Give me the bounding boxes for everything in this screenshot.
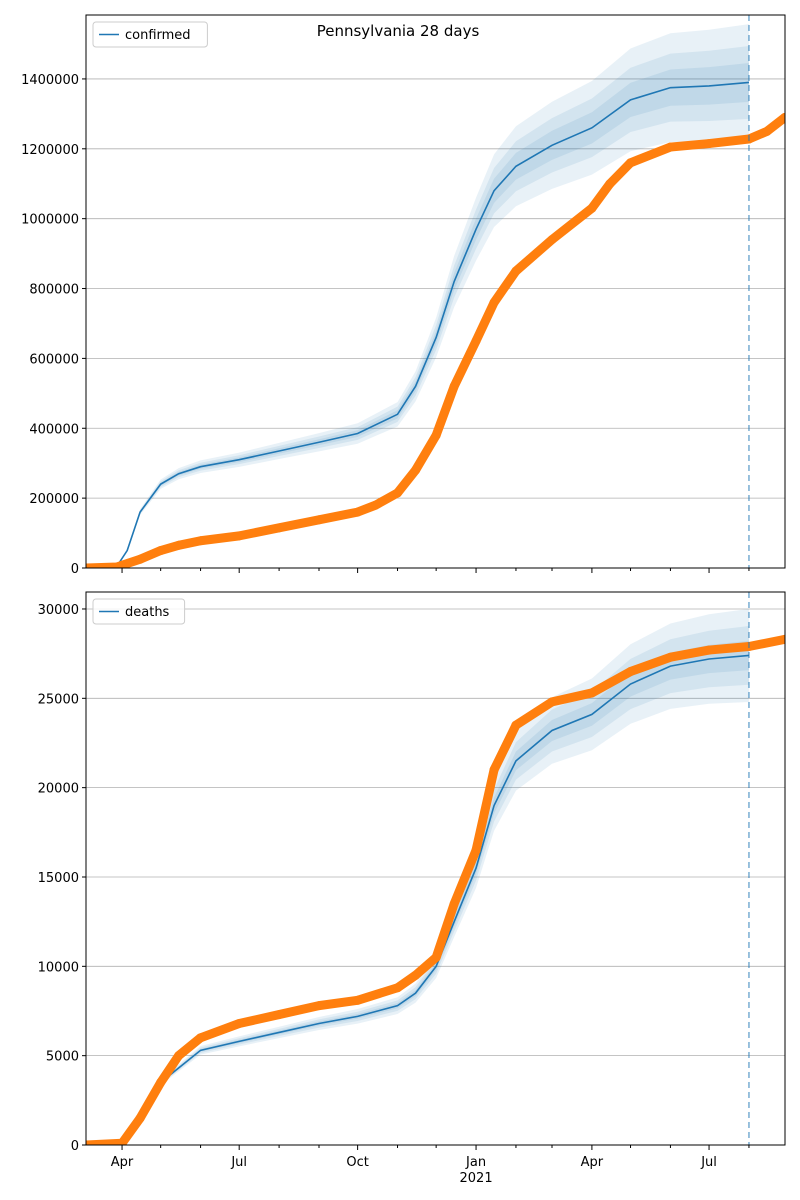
observed-point [587, 688, 597, 698]
observed-point [393, 983, 403, 993]
y-tick-label: 1000000 [21, 213, 79, 228]
observed-point [174, 1051, 184, 1061]
observed-point [117, 560, 127, 568]
subplot-0: 0 200000 400000 600000 800000 1000000 1200000 1… [21, 14, 786, 577]
y-tick-label: 10000 [38, 960, 79, 975]
observed-point [314, 1001, 324, 1011]
observed-point [86, 563, 91, 568]
observed-point [353, 995, 363, 1005]
observed-point [135, 1113, 145, 1123]
y-tick-label: 600000 [29, 352, 79, 367]
plot-area [86, 24, 785, 568]
subplot-1: 0 5000 10000 15000 20000 25000 30000 deaths Apr J… [38, 591, 786, 1186]
x-tick-label: Jul [230, 1155, 247, 1170]
y-tick-label: 0 [71, 1139, 79, 1154]
observed-point [665, 652, 675, 662]
observed-point [471, 336, 481, 346]
x-tick-label: Jan [465, 1155, 486, 1170]
y-tick-label: 1400000 [21, 73, 79, 88]
axes-frame [85, 14, 786, 569]
uncertainty-band-1 [86, 46, 749, 568]
observed-point [704, 139, 714, 149]
observed-point [411, 465, 421, 475]
legend-label: confirmed [125, 28, 191, 43]
legend: deaths [92, 598, 186, 625]
observed-point [626, 667, 636, 677]
legend-box [92, 598, 186, 625]
observed-point [234, 531, 244, 541]
y-tick-label: 25000 [38, 692, 79, 707]
observed-point [489, 298, 499, 308]
axes-frame [85, 591, 786, 1146]
observed-point [234, 1019, 244, 1029]
chart-title: Pennsylvania 28 days [317, 22, 480, 40]
x-tick-label: Apr [111, 1155, 134, 1170]
observed-point [393, 488, 403, 498]
y-tick-label: 0 [71, 562, 79, 577]
legend-box [92, 21, 208, 48]
observed-point [547, 697, 557, 707]
observed-point [135, 554, 145, 564]
y-tick-label: 1200000 [21, 143, 79, 158]
uncertainty-band-0 [86, 24, 749, 568]
observed-point [156, 1077, 166, 1087]
observed-point [449, 381, 459, 391]
observed-point [547, 235, 557, 245]
observed-point [274, 1010, 284, 1020]
observed-point [353, 507, 363, 517]
observed-line [86, 112, 785, 568]
observed-point [174, 540, 184, 550]
observed-point [449, 899, 459, 909]
uncertainty-band-1 [86, 626, 749, 1145]
x-tick-label: Jul [700, 1155, 717, 1170]
observed-point [156, 546, 166, 556]
legend: confirmed [92, 21, 208, 48]
observed-point [780, 112, 785, 122]
observed-point [431, 952, 441, 962]
y-tick-label: 5000 [46, 1050, 79, 1065]
legend-label: deaths [125, 605, 170, 620]
observed-point [471, 845, 481, 855]
observed-point [411, 970, 421, 980]
observed-point [511, 720, 521, 730]
y-tick-label: 800000 [29, 283, 79, 298]
y-tick-label: 20000 [38, 782, 79, 797]
x-tick-year-label: 2021 [460, 1171, 493, 1186]
y-tick-label: 30000 [38, 603, 79, 618]
observed-line [86, 634, 785, 1145]
model-mean-line [86, 654, 750, 1145]
observed-point [762, 126, 772, 136]
observed-point [86, 1140, 91, 1145]
y-tick-label: 200000 [29, 492, 79, 507]
observed-point [196, 1033, 206, 1043]
x-tick-label: Oct [346, 1155, 368, 1170]
observed-point [117, 1138, 127, 1145]
model-mean-line [86, 81, 750, 568]
y-tick-label: 400000 [29, 422, 79, 437]
observed-point [780, 634, 785, 644]
observed-point [587, 203, 597, 213]
observed-point [511, 266, 521, 276]
observed-point [489, 765, 499, 775]
observed-point [665, 142, 675, 152]
plot-area [86, 608, 785, 1145]
uncertainty-band-0 [86, 608, 749, 1145]
observed-point [704, 645, 714, 655]
y-tick-label: 15000 [38, 871, 79, 886]
x-tick-label: Apr [581, 1155, 604, 1170]
observed-point [274, 523, 284, 533]
observed-point [314, 515, 324, 525]
observed-point [196, 536, 206, 546]
observed-point [605, 179, 615, 189]
observed-point [626, 158, 636, 168]
observed-point [431, 430, 441, 440]
observed-point [371, 500, 381, 510]
